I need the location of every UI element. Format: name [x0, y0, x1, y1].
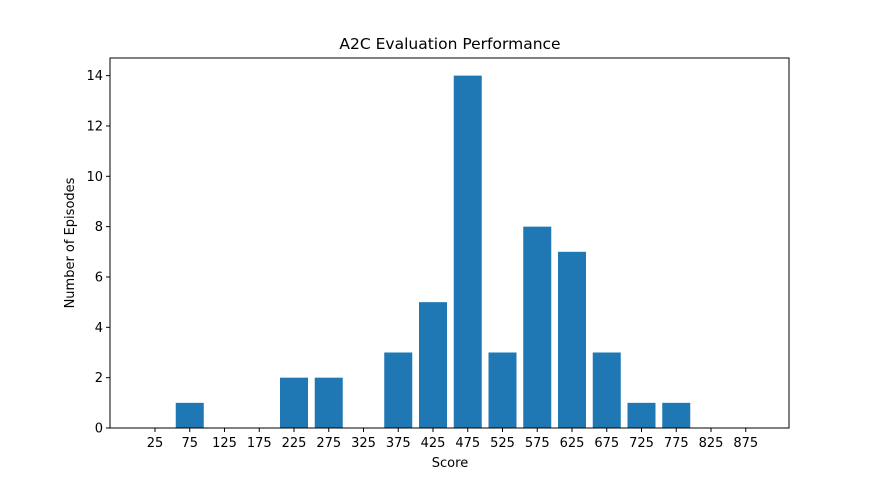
bar-475 — [453, 75, 482, 428]
bar-275 — [314, 377, 343, 428]
x-tick-label: 375 — [386, 436, 411, 451]
bar-775 — [662, 402, 691, 428]
bar-725 — [627, 402, 656, 428]
bar-225 — [280, 377, 308, 428]
y-tick-label: 4 — [95, 321, 103, 336]
bar-75 — [175, 402, 204, 428]
y-axis-ticks: 0 2 4 6 8 10 12 14 — [86, 69, 110, 437]
x-tick-label: 175 — [247, 436, 272, 451]
x-axis-ticks: 25 75 125 175 225 275 325 375 425 475 525 575 625 675… — [147, 428, 758, 451]
x-tick-label: 325 — [351, 436, 376, 451]
x-tick-label: 125 — [212, 436, 237, 451]
x-tick-label: 725 — [629, 436, 654, 451]
x-tick-label: 825 — [699, 436, 724, 451]
x-tick-label: 225 — [282, 436, 307, 451]
y-tick-label: 0 — [95, 422, 103, 437]
plot-frame — [109, 57, 790, 429]
y-tick-label: 10 — [86, 170, 103, 185]
x-tick-label: 25 — [147, 436, 164, 451]
x-tick-label: 525 — [490, 436, 515, 451]
bar-575 — [523, 226, 552, 428]
y-axis-label: Number of Episodes — [63, 177, 78, 308]
bar-625 — [558, 251, 586, 428]
x-tick-label: 625 — [560, 436, 585, 451]
y-tick-label: 2 — [95, 371, 103, 386]
x-tick-label: 275 — [316, 436, 341, 451]
chart-title: A2C Evaluation Performance — [339, 35, 560, 53]
x-tick-label: 775 — [664, 436, 689, 451]
bars-group — [175, 75, 691, 428]
x-axis-label: Score — [432, 456, 468, 471]
x-tick-label: 675 — [594, 436, 619, 451]
y-tick-label: 6 — [95, 270, 103, 285]
y-tick-label: 12 — [86, 119, 103, 134]
y-tick-label: 8 — [95, 220, 103, 235]
bar-375 — [384, 352, 413, 428]
x-tick-label: 75 — [181, 436, 198, 451]
x-tick-label: 475 — [455, 436, 480, 451]
bar-525 — [488, 352, 517, 428]
bar-425 — [419, 302, 447, 428]
y-tick-label: 14 — [86, 69, 103, 84]
x-tick-label: 425 — [421, 436, 446, 451]
bar-675 — [592, 352, 621, 428]
x-tick-label: 875 — [733, 436, 758, 451]
x-tick-label: 575 — [525, 436, 550, 451]
